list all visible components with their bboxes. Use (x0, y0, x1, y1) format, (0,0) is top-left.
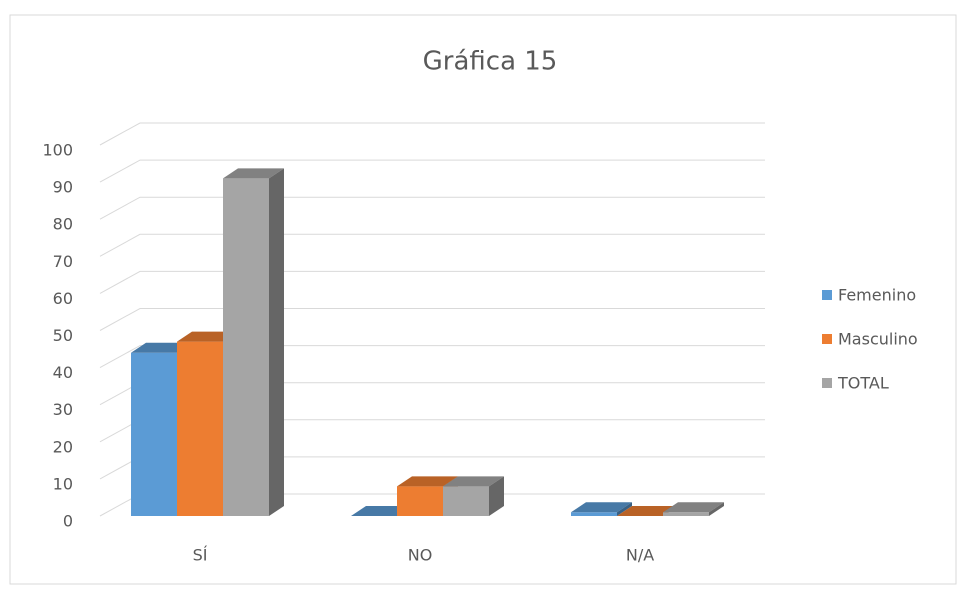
bar (571, 512, 617, 516)
y-tick-label: 80 (53, 215, 73, 234)
y-tick-label: 30 (53, 400, 73, 419)
bar-top (131, 342, 192, 353)
grid-line (99, 196, 765, 220)
bar-top (663, 502, 724, 513)
legend-label: TOTAL (837, 374, 889, 393)
grid-line (99, 345, 765, 369)
y-tick-label: 0 (63, 512, 73, 531)
bar (131, 352, 177, 516)
bar-top (177, 331, 238, 342)
bar (443, 486, 489, 516)
bar-side (489, 476, 504, 516)
y-tick-label: 40 (53, 363, 73, 382)
x-tick-label: N/A (626, 546, 654, 565)
bar (177, 341, 223, 516)
legend-swatch (822, 378, 832, 388)
y-tick-label: 10 (53, 474, 73, 493)
x-tick-label: NO (408, 546, 433, 565)
y-tick-label: 100 (42, 141, 73, 160)
bar-side (617, 502, 632, 516)
bar-top (397, 476, 458, 487)
y-tick-label: 60 (53, 289, 73, 308)
bar-side (709, 502, 724, 516)
bar (663, 512, 709, 516)
chart-title: Gráfica 15 (423, 47, 558, 77)
grid-line (99, 159, 765, 183)
legend-swatch (822, 290, 832, 300)
bar-top (617, 506, 678, 516)
grid-line (99, 122, 765, 146)
grid-line (99, 270, 765, 294)
legend-swatch (822, 334, 832, 344)
bar (223, 178, 269, 516)
bar (397, 486, 443, 516)
legend-label: Masculino (838, 330, 918, 349)
grid-line (99, 233, 765, 257)
y-tick-label: 90 (53, 178, 73, 197)
bar-top (443, 476, 504, 487)
bar-top (223, 168, 284, 179)
bar-side (269, 168, 284, 516)
bar-top (571, 502, 632, 513)
x-tick-label: SÍ (193, 546, 208, 565)
legend-label: Femenino (838, 286, 916, 305)
grid-line (99, 308, 765, 331)
bar-top (351, 506, 412, 516)
y-tick-label: 20 (53, 437, 73, 456)
y-tick-label: 70 (53, 252, 73, 271)
y-tick-label: 50 (53, 326, 73, 345)
